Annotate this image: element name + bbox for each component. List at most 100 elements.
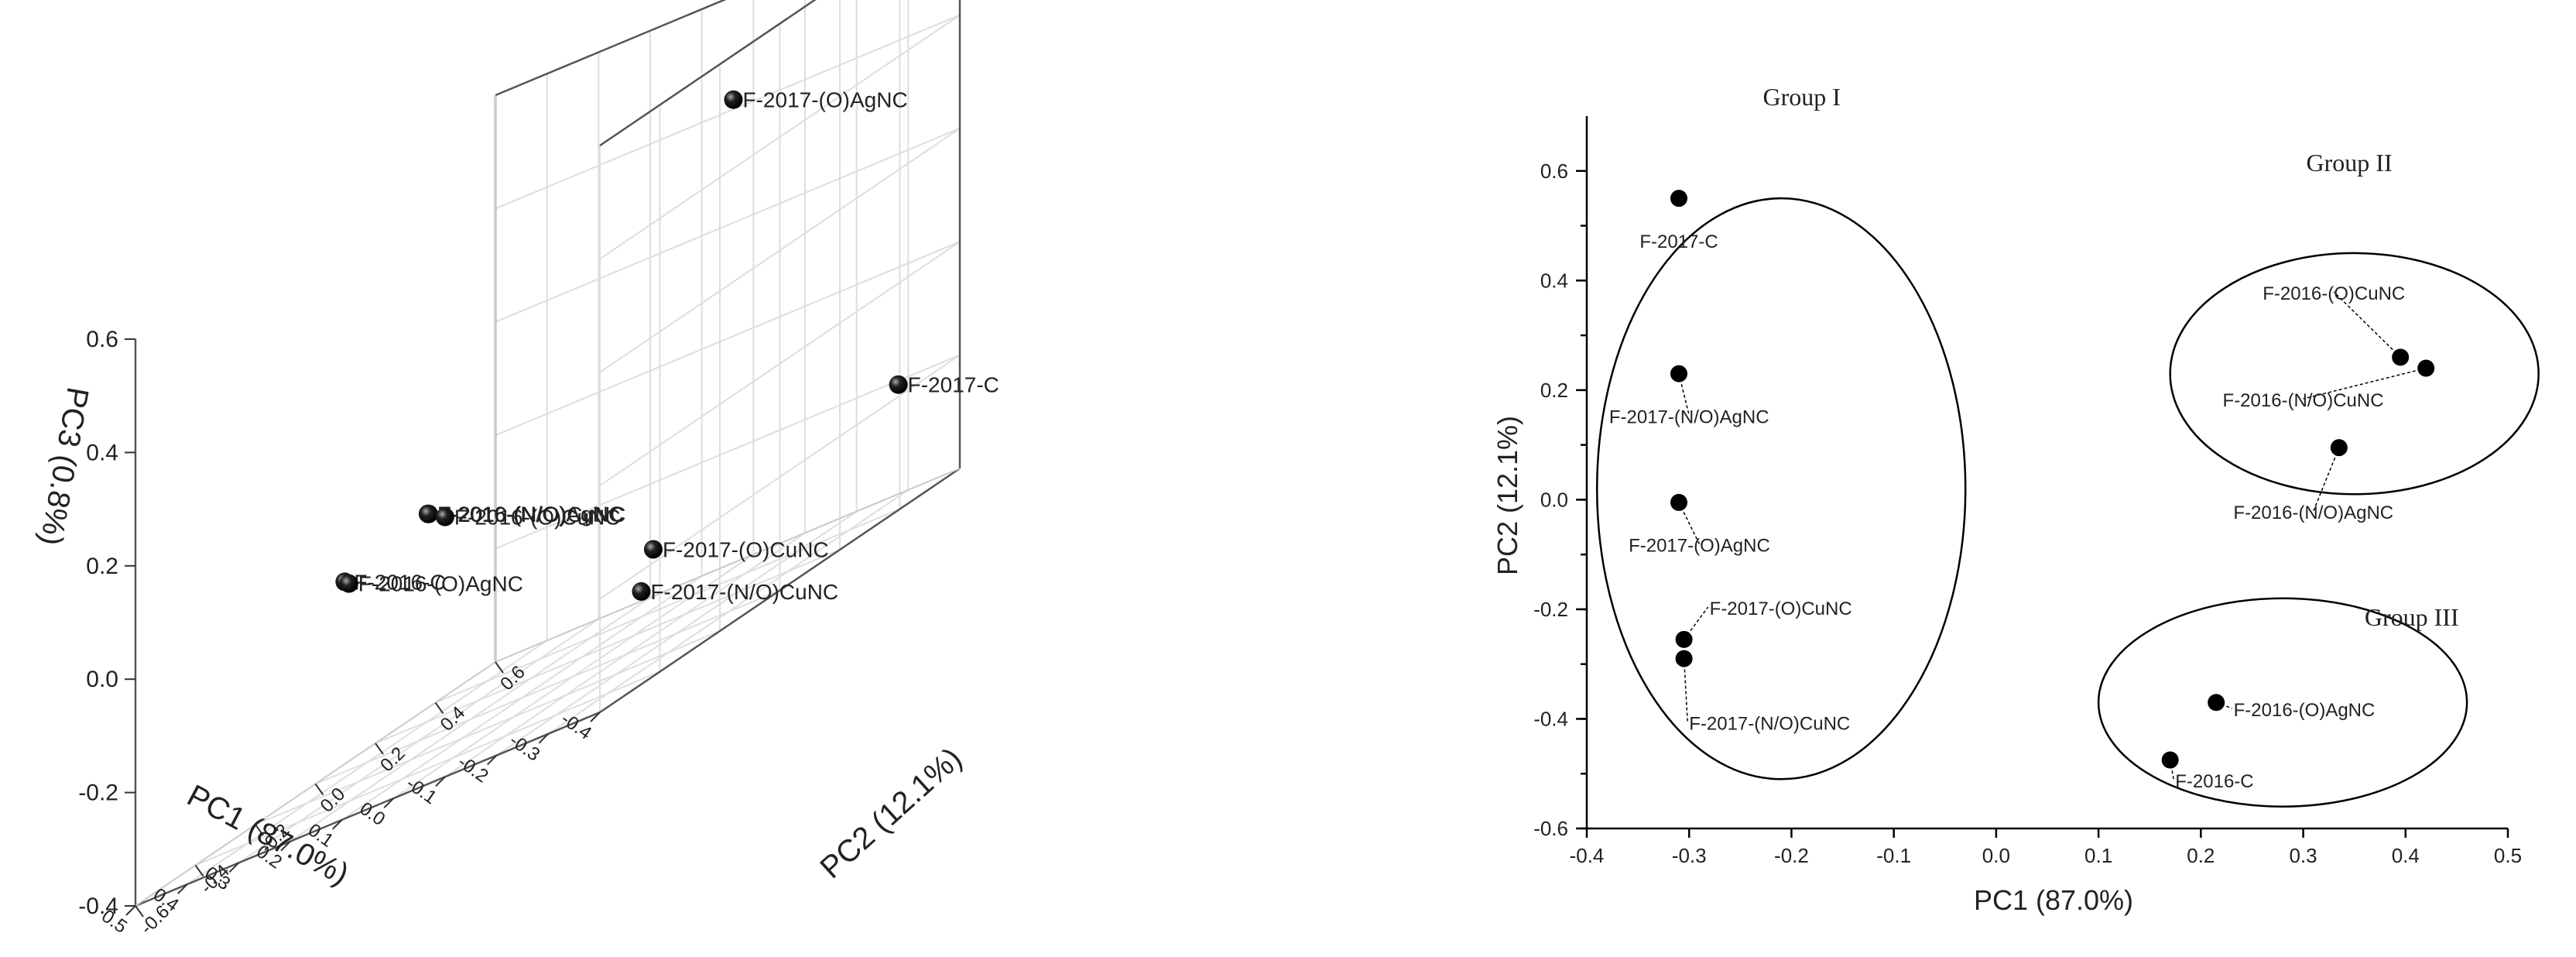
z-tick-label: 0.2 [86,554,118,579]
y-tick-label: 0.4 [1540,269,1568,292]
data-point [2392,348,2410,366]
x-tick-label: -0.2 [1774,844,1809,867]
pca-2d-scatter-chart: -0.4 -0.3 -0.2 -0.1 0.0 0.1 0.2 0.3 0.4 0.5 0.6 0.4… [1492,83,2540,916]
data-point [2208,694,2225,712]
x-axis-line [135,711,601,907]
point-label: F-2016-(O)AgNC [2234,700,2376,721]
y-tick-label: -0.6 [1533,817,1568,840]
y-tick-label: 0.4 [437,702,470,736]
point-label: F-2016-(N/O)AgNC [437,503,624,527]
y-tick [434,701,444,715]
data-point [1675,650,1693,667]
data-point [435,507,454,527]
x-tick-label: 0.0 [1982,844,2010,867]
group-label: Group I [1762,83,1840,111]
y-tick-label: 0.2 [1540,379,1568,402]
x-tick [590,712,601,722]
data-point [2330,439,2348,457]
x-tick [435,776,446,787]
grid-line [195,671,660,866]
point-label: F-2016-C [2175,771,2253,792]
leader-line [1683,658,1688,722]
data-point [339,574,358,593]
x-tick [280,840,291,852]
group-ellipse [2169,252,2540,496]
grid-line [495,354,961,550]
leader-line [2333,291,2401,358]
point-label: F-2016-(N/O)CuNC [438,503,626,527]
y-axis-label: PC2 (12.1%) [814,741,968,885]
x-tick [486,754,498,766]
y-tick [314,783,324,796]
y-tick-label: -0.4 [1533,707,1568,730]
y-tick [194,864,204,877]
data-point [1670,190,1687,208]
point-label: F-2017-(O)AgNC [743,88,908,112]
y-tick [375,743,384,755]
z-tick-label: 0.4 [86,440,118,465]
point-label: F-2017-(O)AgNC [1629,536,1770,557]
y-tick [255,824,264,836]
x-tick-label: 0.4 [2392,844,2420,867]
y-tick-label: -0.4 [197,860,234,897]
x-tick-label: 0.2 [2187,844,2215,867]
leader-line [2169,760,2175,780]
grid-line [315,589,780,785]
y-axis-label: PC2 (12.1%) [1492,416,1523,575]
x-tick-label: -0.4 [1570,844,1605,867]
y-tick-label: 0.0 [317,784,350,817]
data-point [2417,359,2435,377]
x-tick-label: -0.4 [557,708,595,744]
x-tick-label: -0.3 [1672,844,1707,867]
grid-line [435,508,900,704]
grid-line [495,241,961,437]
point-label: F-2017-(N/O)CuNC [650,580,838,604]
point-label: F-2016-C [354,570,445,594]
point-label: F-2016-(O)AgNC [358,572,523,596]
data-point [2161,751,2179,769]
leader-line [2313,447,2340,512]
grid-line [495,14,961,210]
x-tick [383,798,395,808]
group-label: Group II [2307,149,2393,177]
z-tick-label: 0.6 [86,327,118,352]
data-point [1670,493,1687,511]
y-tick-label: 0.6 [1540,160,1568,183]
x-tick-label: -0.2 [454,752,492,787]
x-tick-label: -0.1 [402,773,440,808]
y-tick-label: 0.0 [1540,488,1568,511]
grid-line [495,127,961,323]
y-tick-label: -0.2 [1533,598,1568,621]
data-point [1675,630,1693,648]
data-point [419,504,438,523]
point-label: F-2016-(N/O)CuNC [2223,390,2384,411]
x-tick [538,733,550,744]
z-tick-label: -0.4 [78,894,118,919]
z-axis-label: PC3 (0.8%) [33,385,94,548]
x-axis-label: PC1 (87.0%) [1974,884,2133,916]
data-point [889,375,908,394]
x-tick-label: -0.1 [1876,844,1911,867]
pca-3d-scatter-chart: -0.4-0.3-0.2-0.10.00.10.20.30.40.5 -0.6-0… [33,0,999,938]
point-label: F-2016-(O)CuNC [454,506,621,530]
point-label: F-2017-(O)CuNC [663,538,829,562]
y-tick-label: 0.2 [376,743,409,777]
point-label: F-2017-(N/O)CuNC [1689,714,1850,735]
x-tick-label: -0.3 [505,730,543,766]
point-label: F-2017-(O)CuNC [1710,599,1852,619]
group-ellipse [2097,597,2468,808]
z-tick-label: -0.2 [78,780,118,806]
x-tick [125,905,136,916]
frame-line [599,0,817,147]
data-point [724,90,743,109]
leader-line [2303,367,2427,400]
z-tick-label: 0.0 [86,667,118,692]
grid-line [255,630,721,825]
grid-line [599,14,961,260]
point-label: F-2017-C [1639,232,1718,252]
y-tick [135,905,144,918]
point-label: F-2017-C [908,373,999,397]
x-tick [228,862,240,873]
x-tick-label: 0.1 [2084,844,2112,867]
x-tick [331,819,343,830]
